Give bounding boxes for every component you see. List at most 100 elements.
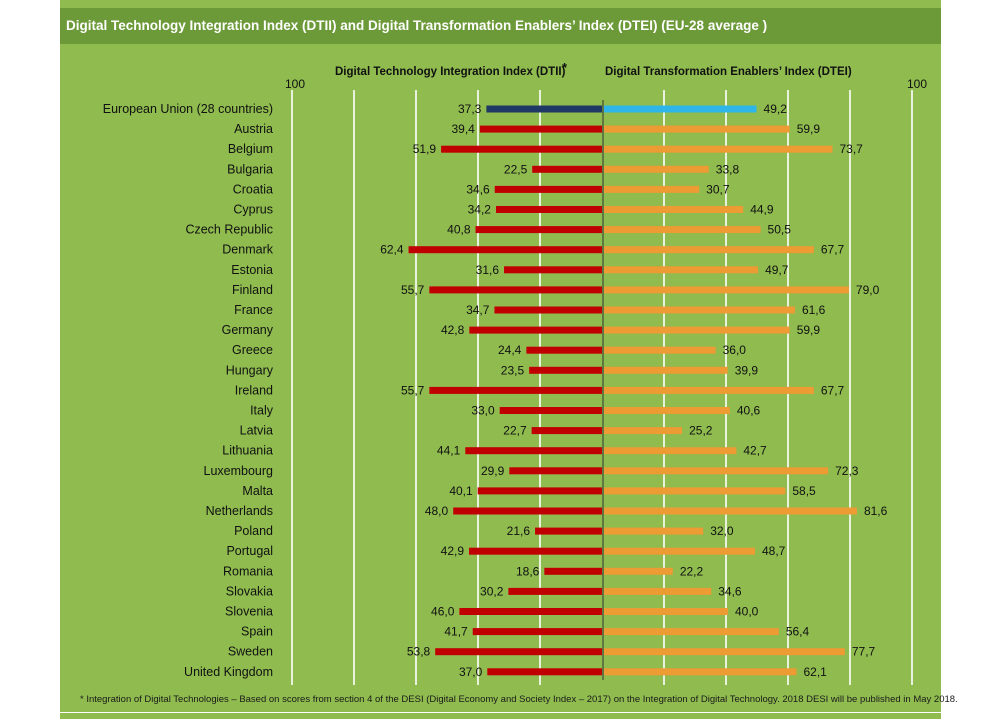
- dtii-bar: [408, 246, 602, 254]
- dtei-value-label: 42,7: [743, 444, 767, 458]
- dtei-bar: [604, 628, 779, 636]
- category-label: Czech Republic: [185, 223, 273, 237]
- dtii-bar: [544, 567, 602, 575]
- dtii-bar: [469, 547, 602, 555]
- dtii-value-label: 53,8: [407, 645, 431, 659]
- category-label: Latvia: [240, 424, 273, 438]
- category-label: Spain: [241, 625, 273, 639]
- dtii-bar: [531, 427, 602, 435]
- dtei-value-label: 59,9: [797, 323, 821, 337]
- category-label: Hungary: [226, 363, 274, 377]
- dtei-value-label: 77,7: [852, 645, 876, 659]
- dtei-value-label: 67,7: [821, 243, 845, 257]
- chart-svg: Digital Technology Integration Index (DT…: [103, 60, 927, 685]
- chart-frame: Digital Technology Integration Index (DT…: [60, 0, 958, 719]
- dtii-bar: [465, 447, 602, 455]
- category-label: Denmark: [222, 243, 273, 257]
- bottom-rule: [60, 712, 941, 713]
- dtei-bar: [604, 326, 790, 334]
- dtei-value-label: 67,7: [821, 383, 845, 397]
- category-label: Portugal: [226, 544, 273, 558]
- footnote: * Integration of Digital Technologies – …: [80, 694, 958, 705]
- dtii-value-label: 30,2: [480, 584, 504, 598]
- dtei-bar: [604, 346, 716, 354]
- category-label: Estonia: [231, 263, 273, 277]
- dtei-bar: [604, 427, 683, 435]
- dtei-bar: [604, 648, 845, 656]
- category-label: Greece: [232, 343, 273, 357]
- dtii-bar: [479, 125, 602, 133]
- dtei-value-label: 33,8: [716, 162, 740, 176]
- category-label: France: [234, 303, 273, 317]
- category-label: Malta: [242, 484, 273, 498]
- category-label: Croatia: [233, 182, 273, 196]
- dtei-bar: [604, 286, 849, 294]
- dtei-bar: [604, 145, 833, 153]
- dtii-value-label: 18,6: [516, 564, 540, 578]
- dtii-bar: [441, 145, 602, 153]
- dtei-value-label: 40,6: [737, 404, 761, 418]
- dtei-bar: [604, 125, 790, 133]
- dtii-bar: [429, 286, 602, 294]
- category-label: Luxembourg: [204, 464, 274, 478]
- dtei-bar: [604, 487, 786, 495]
- category-label: Slovenia: [225, 605, 273, 619]
- dtei-bar: [604, 105, 757, 113]
- dtei-value-label: 56,4: [786, 625, 810, 639]
- dtei-bar: [604, 567, 673, 575]
- dtei-value-label: 44,9: [750, 203, 774, 217]
- dtii-bar: [495, 206, 602, 213]
- dtei-value-label: 32,0: [710, 524, 734, 538]
- category-label: Belgium: [228, 142, 273, 156]
- dtei-bar: [604, 246, 814, 254]
- category-label: Austria: [234, 122, 273, 136]
- category-label: Italy: [250, 404, 274, 418]
- dtei-value-label: 59,9: [797, 122, 821, 136]
- category-label: Lithuania: [222, 444, 273, 458]
- dtii-value-label: 34,2: [468, 203, 492, 217]
- dtii-value-label: 42,9: [441, 544, 465, 558]
- dtii-bar: [532, 165, 602, 173]
- dtii-value-label: 44,1: [437, 444, 461, 458]
- dtii-bar: [504, 266, 602, 274]
- dtii-bar: [472, 628, 602, 636]
- dtii-value-label: 48,0: [425, 504, 449, 518]
- category-label: Bulgaria: [227, 162, 273, 176]
- dtei-bar: [604, 366, 728, 374]
- dtii-value-label: 37,3: [458, 102, 482, 116]
- dtii-bar: [469, 326, 602, 334]
- dtei-bar: [604, 266, 759, 274]
- dtei-value-label: 34,6: [718, 584, 742, 598]
- category-label: Romania: [223, 564, 273, 578]
- dtii-bar: [486, 105, 602, 113]
- left-series-header: Digital Technology Integration Index (DT…: [335, 66, 566, 78]
- dtei-value-label: 25,2: [689, 424, 713, 438]
- dtei-bar: [604, 507, 857, 515]
- dtii-bar: [494, 185, 602, 193]
- dtii-bar: [475, 226, 602, 234]
- category-label: Ireland: [235, 383, 273, 397]
- dtii-value-label: 42,8: [441, 323, 465, 337]
- dtei-value-label: 30,7: [706, 182, 730, 196]
- dtii-bar: [509, 467, 602, 475]
- dtii-value-label: 40,8: [447, 223, 471, 237]
- dtii-value-label: 23,5: [501, 363, 525, 377]
- dtei-value-label: 50,5: [768, 223, 792, 237]
- dtei-value-label: 40,0: [735, 605, 759, 619]
- dtii-bar: [499, 407, 602, 414]
- dtii-value-label: 31,6: [476, 263, 500, 277]
- dtii-value-label: 34,7: [466, 303, 490, 317]
- dtei-bar: [604, 386, 814, 394]
- category-label: Cyprus: [233, 203, 273, 217]
- dtei-bar: [604, 608, 728, 615]
- category-label: Netherlands: [206, 504, 273, 518]
- dtii-value-label: 39,4: [452, 122, 476, 136]
- dtii-value-label: 46,0: [431, 605, 455, 619]
- dtii-bar: [477, 487, 602, 495]
- dtei-bar: [604, 226, 761, 234]
- dtii-value-label: 34,6: [466, 182, 490, 196]
- dtei-value-label: 49,7: [765, 263, 789, 277]
- dtii-value-label: 29,9: [481, 464, 505, 478]
- category-label: Germany: [222, 323, 274, 337]
- dtii-bar: [535, 527, 602, 535]
